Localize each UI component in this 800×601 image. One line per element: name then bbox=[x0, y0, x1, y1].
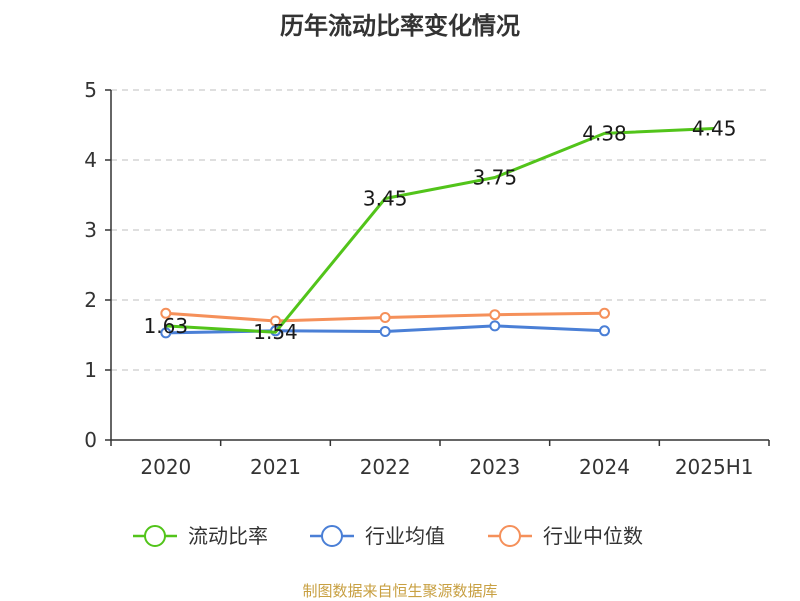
series-line-0 bbox=[165, 127, 715, 334]
series-point-1 bbox=[599, 325, 610, 337]
legend-swatch-marker bbox=[321, 525, 343, 547]
x-tick-label: 2025H1 bbox=[675, 455, 754, 479]
series-point-2 bbox=[489, 309, 501, 321]
data-label: 3.45 bbox=[363, 187, 408, 211]
x-tick-label: 2024 bbox=[579, 455, 630, 479]
series-point-1 bbox=[379, 326, 391, 337]
legend-label: 行业中位数 bbox=[543, 524, 643, 548]
legend-swatch-marker bbox=[499, 525, 521, 547]
y-tick-label: 4 bbox=[84, 148, 97, 172]
series-point-2 bbox=[160, 307, 172, 319]
data-source-note: 制图数据来自恒生聚源数据库 bbox=[302, 582, 498, 600]
chart-title: 历年流动比率变化情况 bbox=[280, 12, 520, 40]
data-label: 4.45 bbox=[692, 117, 737, 141]
y-tick-label: 2 bbox=[84, 288, 97, 312]
data-label: 4.38 bbox=[582, 121, 627, 145]
legend-label: 流动比率 bbox=[188, 524, 268, 548]
x-tick-label: 2021 bbox=[250, 455, 301, 479]
series-point-2 bbox=[599, 307, 610, 319]
legend-swatch-marker bbox=[144, 525, 166, 547]
x-tick-label: 2023 bbox=[469, 455, 520, 479]
y-tick-label: 1 bbox=[84, 358, 97, 382]
data-label: 1.63 bbox=[144, 314, 189, 338]
x-tick-label: 2022 bbox=[360, 455, 411, 479]
y-tick-label: 3 bbox=[84, 218, 97, 242]
series-point-1 bbox=[489, 320, 501, 332]
y-tick-label: 0 bbox=[84, 428, 97, 452]
legend-label: 行业均值 bbox=[365, 524, 445, 548]
series-point-2 bbox=[379, 312, 391, 323]
x-tick-label: 2020 bbox=[140, 455, 191, 479]
series-point-1 bbox=[160, 327, 172, 339]
data-label: 3.75 bbox=[473, 166, 518, 190]
y-tick-label: 5 bbox=[84, 78, 97, 102]
data-label: 1.54 bbox=[253, 320, 298, 344]
